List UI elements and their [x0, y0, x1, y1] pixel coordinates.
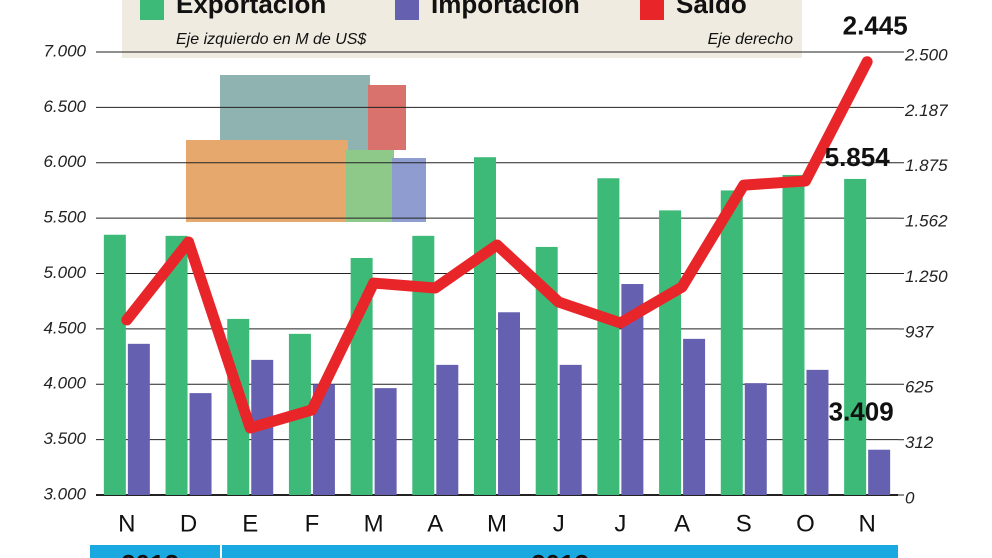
bar [312, 384, 335, 495]
y-tick-label: 5.000 [43, 263, 86, 282]
x-tick-label: M [487, 510, 507, 537]
bar [103, 234, 126, 496]
y2-tick-label: 2.500 [904, 45, 948, 64]
y2-tick-label: 2.187 [904, 101, 948, 120]
bar [535, 246, 558, 495]
bar [868, 449, 891, 495]
y-tick-label: 6.500 [43, 97, 86, 116]
y-tick-label: 3.500 [43, 429, 86, 448]
bar [597, 178, 620, 495]
x-tick-label: M [364, 510, 384, 537]
bar [621, 284, 644, 495]
bar [127, 343, 150, 495]
year-label: 2012 [121, 549, 179, 558]
x-tick-label: J [614, 510, 626, 537]
bar [474, 157, 496, 495]
x-tick-label: A [674, 510, 690, 537]
legend-label: Saldo [676, 0, 747, 19]
bar [374, 388, 397, 495]
y2-tick-label: 312 [905, 433, 934, 452]
bar [165, 235, 188, 495]
x-tick-label: S [736, 510, 752, 537]
x-tick-label: A [427, 510, 443, 537]
bar [720, 190, 743, 495]
legend-swatch [395, 0, 419, 20]
y-tick-label: 4.500 [43, 318, 86, 337]
legend-label: Exportación [176, 0, 326, 19]
value-label: 2.445 [843, 11, 908, 41]
legend-note: Eje derecho [708, 31, 793, 48]
bar [559, 364, 582, 495]
bar [744, 383, 767, 495]
y2-tick-label: 1.875 [905, 156, 948, 175]
x-tick-label: J [553, 510, 565, 537]
bar [844, 178, 867, 495]
year-band [90, 545, 898, 558]
legend-note: Eje izquierdo en M de US$ [176, 31, 367, 48]
bar [498, 312, 520, 495]
value-label: 5.854 [825, 142, 891, 172]
legend-label: Importación [431, 0, 580, 19]
y2-tick-label: 1.562 [905, 212, 948, 231]
y2-tick-label: 0 [905, 488, 915, 507]
bar [412, 235, 435, 495]
y2-tick-label: 1.250 [905, 267, 948, 286]
year-label: 2013 [531, 549, 589, 558]
legend-swatch [140, 0, 164, 20]
y-tick-label: 6.000 [43, 152, 86, 171]
y-tick-label: 3.000 [43, 484, 86, 503]
bar [189, 393, 212, 495]
bar [683, 338, 706, 495]
x-tick-label: D [180, 510, 197, 537]
y-tick-label: 4.000 [43, 374, 86, 393]
value-label: 3.409 [829, 397, 894, 427]
x-tick-label: F [305, 510, 320, 537]
y-tick-label: 5.500 [43, 208, 86, 227]
x-tick-label: E [242, 510, 258, 537]
x-tick-label: N [858, 510, 875, 537]
x-tick-label: N [118, 510, 135, 537]
y2-tick-label: 937 [905, 322, 934, 341]
legend-box [122, 0, 802, 58]
bar [806, 369, 829, 495]
y2-tick-label: 625 [905, 378, 934, 397]
bar [436, 364, 459, 495]
line [121, 56, 873, 434]
x-tick-label: O [796, 510, 815, 537]
bar [782, 174, 805, 495]
legend-swatch [640, 0, 664, 20]
containers [186, 75, 426, 222]
bar [659, 210, 682, 495]
y-tick-label: 7.000 [43, 41, 86, 60]
